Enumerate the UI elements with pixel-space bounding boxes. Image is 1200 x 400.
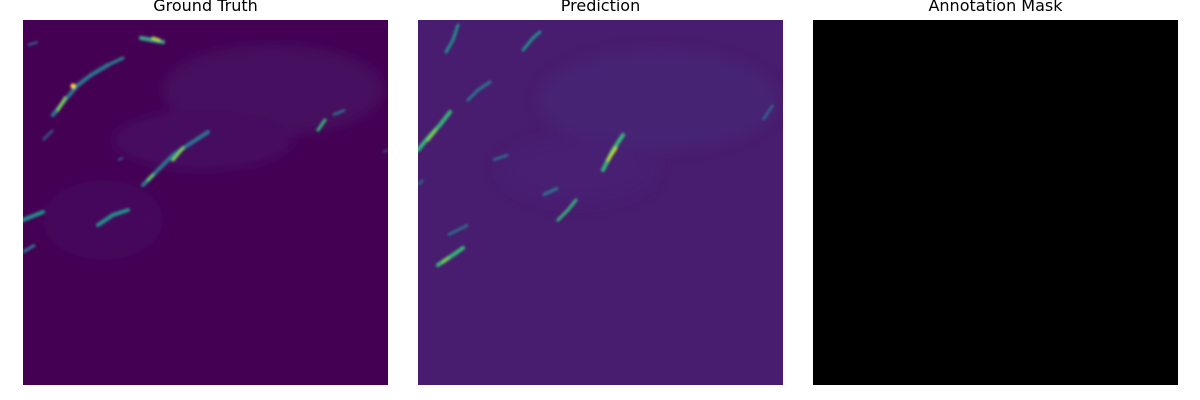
ground-truth-title: Ground Truth bbox=[153, 0, 258, 15]
prediction-panel: Prediction bbox=[418, 0, 783, 400]
annotation-mask-image bbox=[813, 20, 1178, 385]
annotation-mask-panel: Annotation Mask bbox=[813, 0, 1178, 400]
prediction-image bbox=[418, 20, 783, 385]
prediction-title: Prediction bbox=[560, 0, 641, 15]
ground-truth-image bbox=[23, 20, 388, 385]
annotation-mask-title: Annotation Mask bbox=[928, 0, 1063, 15]
annotation-mask-background bbox=[813, 20, 1178, 385]
ground-truth-panel: Ground Truth bbox=[23, 0, 388, 400]
